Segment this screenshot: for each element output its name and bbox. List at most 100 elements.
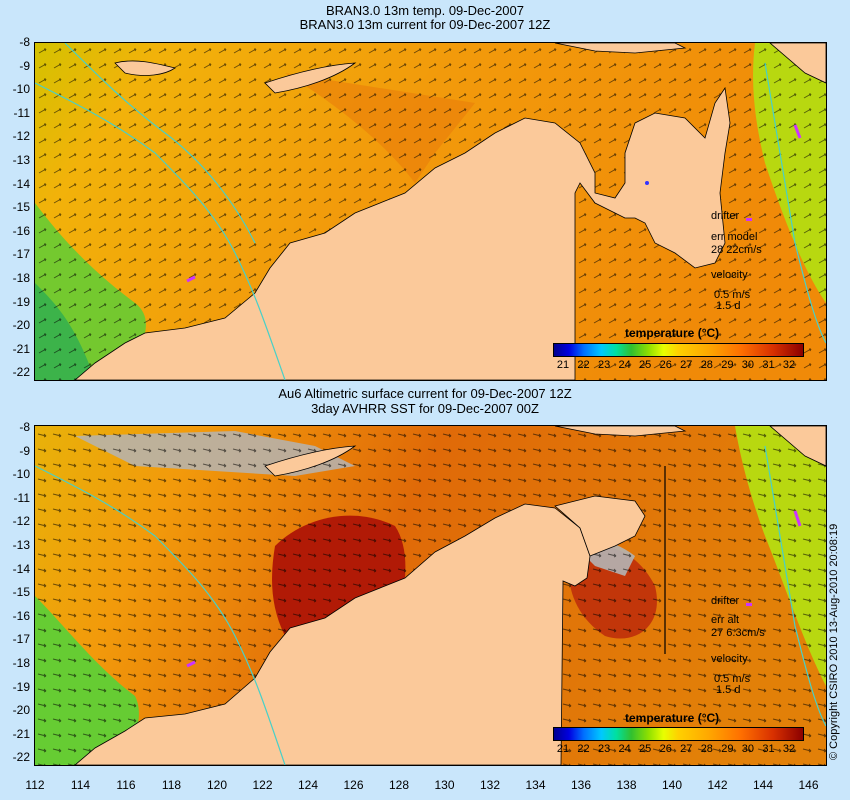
- bottom-velocity-days: 1.5 d: [716, 684, 741, 696]
- contour-line-3: [764, 62, 826, 344]
- top-map-panel: [34, 42, 827, 381]
- top-err-value: 28 22cm/s: [711, 244, 762, 256]
- legend-tick-label: 26: [659, 743, 672, 755]
- top-velocity-days: 1.5 d: [716, 300, 741, 312]
- legend-tick-label: 28: [700, 359, 713, 371]
- longitude-tick-label: 146: [798, 778, 819, 792]
- contour-line-2: [64, 43, 256, 244]
- australia-mainland: [74, 86, 731, 380]
- legend-tick-label: 23: [597, 743, 611, 755]
- longitude-tick-label: 126: [343, 778, 364, 792]
- legend-tick-label: 23: [597, 359, 611, 371]
- bottom-legend-colorbar: [553, 727, 804, 741]
- bottom-err-value: 27 6.3cm/s: [711, 627, 765, 639]
- legend-tick-label: 21: [556, 359, 570, 371]
- latitude-tick-label: -8: [19, 35, 30, 49]
- drifter-track-1: [186, 660, 196, 668]
- latitude-tick-label: -21: [12, 726, 30, 741]
- latitude-tick-label: -17: [12, 632, 30, 647]
- top-drifter-swatch: [746, 218, 752, 221]
- top-legend-title: temperature (°C): [625, 326, 720, 340]
- legend-tick-label: 31: [762, 743, 775, 755]
- top-title-line2: BRAN3.0 13m current for 09-Dec-2007 12Z: [299, 17, 551, 32]
- legend-tick-label: 24: [618, 359, 631, 371]
- top-drifter-label: drifter: [711, 210, 740, 222]
- legend-tick-label: 26: [659, 359, 672, 371]
- longitude-tick-label: 118: [161, 778, 182, 792]
- longitude-tick-label: 134: [525, 778, 546, 792]
- bottom-drifter-label: drifter: [711, 595, 740, 607]
- longitude-tick-label: 136: [570, 778, 592, 792]
- new-guinea: [554, 43, 687, 54]
- island-group: [114, 60, 176, 76]
- latitude-tick-label: -9: [19, 443, 30, 458]
- bottom-map-panel: [34, 425, 827, 766]
- longitude-tick-label: 132: [479, 778, 501, 792]
- legend-tick-label: 25: [639, 359, 652, 371]
- contour-line-1: [35, 465, 286, 765]
- latitude-tick-label: -15: [12, 585, 30, 600]
- longitude-tick-label: 116: [116, 778, 136, 792]
- longitude-tick-label: 130: [434, 778, 455, 792]
- legend-tick-label: 30: [741, 359, 755, 371]
- longitude-tick-label: 138: [616, 778, 637, 792]
- copyright-notice: © Copyright CSIRO 2010 13-Aug-2010 20:08…: [828, 523, 840, 760]
- longitude-tick-label: 114: [70, 778, 91, 792]
- legend-tick-label: 31: [762, 359, 775, 371]
- longitude-tick-label: 140: [661, 778, 683, 792]
- legend-tick-label: 21: [556, 743, 570, 755]
- longitude-tick-label: 128: [388, 778, 410, 792]
- longitude-tick-label: 144: [752, 778, 774, 792]
- latitude-tick-label: -20: [12, 318, 30, 333]
- latitude-tick-label: -22: [12, 365, 30, 380]
- contour-line-1: [35, 82, 286, 380]
- drifter-track-2: [793, 510, 802, 527]
- latitude-tick-label: -13: [12, 538, 30, 552]
- longitude-tick-label: 112: [25, 778, 45, 792]
- latitude-tick-label: -12: [12, 129, 30, 144]
- bottom-drifter-swatch: [746, 603, 752, 606]
- contour-line-2: [764, 445, 826, 727]
- cape-york: [769, 43, 826, 84]
- latitude-tick-label: -15: [12, 200, 30, 215]
- longitude-tick-label: 122: [252, 778, 273, 792]
- arnhem-land: [554, 495, 646, 557]
- timor-island: [264, 62, 357, 94]
- top-legend-colorbar: [553, 343, 804, 357]
- new-guinea: [554, 426, 687, 437]
- latitude-tick-label: -12: [12, 514, 30, 529]
- top-map-svg: [35, 43, 826, 380]
- longitude-tick-label: 142: [707, 778, 728, 792]
- top-err-label: err model: [711, 231, 758, 243]
- australia-mainland: [74, 503, 591, 765]
- latitude-tick-label: -16: [12, 608, 30, 623]
- bottom-title-line2: 3day AVHRR SST for 09-Dec-2007 00Z: [311, 401, 539, 416]
- top-velocity-arrow: →: [716, 284, 727, 296]
- latitude-tick-label: -16: [12, 223, 30, 238]
- latitude-tick-label: -9: [19, 58, 30, 73]
- drifter-track-1: [186, 275, 196, 283]
- legend-tick-label: 27: [680, 359, 693, 371]
- legend-tick-label: 27: [680, 743, 693, 755]
- top-velocity-value: 0.5 m/s: [714, 289, 751, 301]
- legend-tick-label: 32: [782, 359, 796, 371]
- legend-tick-label: 32: [782, 743, 796, 755]
- bottom-err-label: err alt: [711, 614, 740, 626]
- bottom-title-line1: Au6 Altimetric surface current for 09-De…: [278, 386, 572, 401]
- latitude-tick-label: -14: [12, 561, 30, 576]
- top-title-line1: BRAN3.0 13m temp. 09-Dec-2007: [326, 3, 524, 18]
- longitude-tick-label: 124: [297, 778, 319, 792]
- top-velocity-label: velocity: [711, 269, 748, 281]
- legend-tick-label: 29: [721, 359, 734, 371]
- latitude-tick-label: -18: [12, 656, 30, 670]
- latitude-tick-label: -17: [12, 247, 30, 262]
- drifter-track-2: [793, 124, 802, 139]
- timor-island: [264, 445, 357, 477]
- bottom-legend-title: temperature (°C): [625, 711, 720, 725]
- legend-tick-label: 29: [721, 743, 734, 755]
- legend-tick-label: 30: [741, 743, 755, 755]
- latitude-tick-label: -20: [12, 703, 30, 718]
- latitude-tick-label: -11: [13, 490, 30, 505]
- latitude-tick-label: -14: [12, 176, 30, 191]
- cape-york: [769, 426, 826, 467]
